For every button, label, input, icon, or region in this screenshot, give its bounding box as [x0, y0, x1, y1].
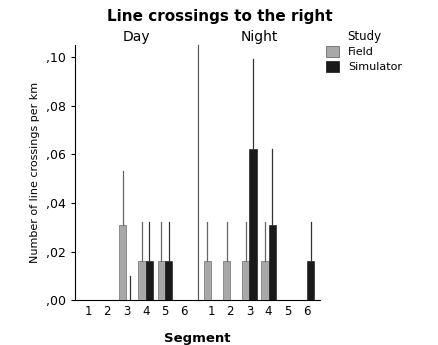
Bar	[165, 261, 172, 300]
Text: Line crossings to the right: Line crossings to the right	[106, 9, 332, 23]
Bar	[249, 149, 256, 300]
Bar	[157, 261, 165, 300]
Bar	[261, 261, 268, 300]
Legend: Field, Simulator: Field, Simulator	[325, 30, 401, 72]
Title: Night: Night	[240, 30, 277, 44]
Y-axis label: Number of line crossings per km: Number of line crossings per km	[30, 82, 40, 263]
Bar	[119, 225, 126, 300]
Text: Segment: Segment	[164, 332, 230, 345]
Bar	[268, 225, 276, 300]
Bar	[223, 261, 230, 300]
Title: Day: Day	[122, 30, 149, 44]
Bar	[203, 261, 211, 300]
Bar	[138, 261, 145, 300]
Bar	[306, 261, 314, 300]
Bar	[145, 261, 152, 300]
Bar	[242, 261, 249, 300]
